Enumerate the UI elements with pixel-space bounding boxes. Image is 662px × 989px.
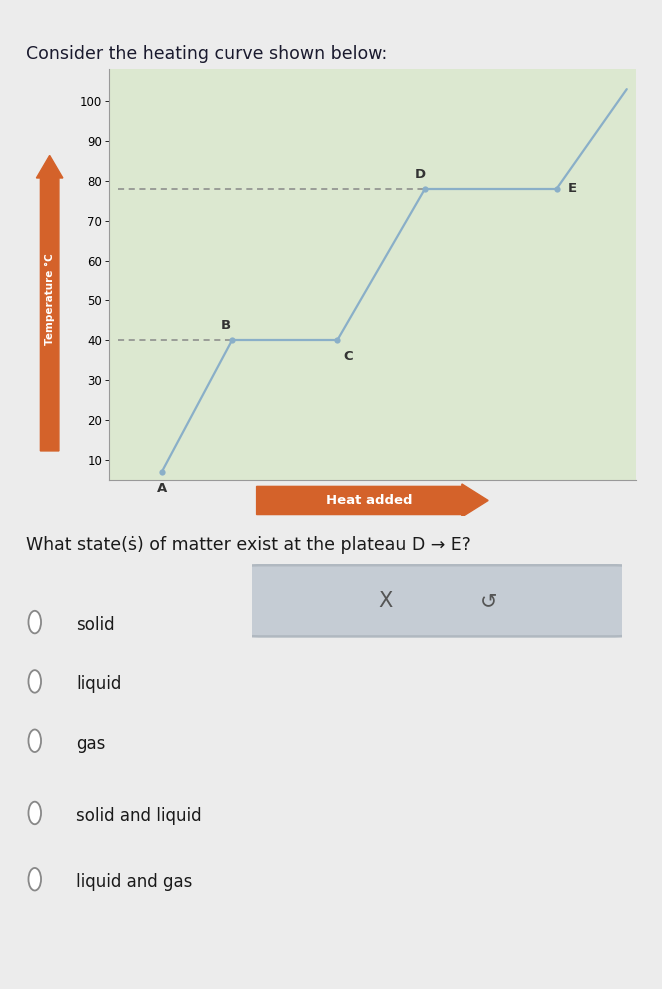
FancyArrow shape xyxy=(36,155,63,451)
Text: ↺: ↺ xyxy=(480,590,498,611)
Circle shape xyxy=(28,868,41,890)
FancyBboxPatch shape xyxy=(244,566,630,637)
Circle shape xyxy=(28,730,41,752)
Text: D: D xyxy=(415,168,426,181)
Circle shape xyxy=(28,802,41,824)
Text: E: E xyxy=(567,182,577,195)
Text: C: C xyxy=(344,350,354,363)
Text: solid and liquid: solid and liquid xyxy=(76,807,202,825)
Text: Heat added: Heat added xyxy=(326,494,413,507)
Circle shape xyxy=(28,611,41,633)
Text: solid: solid xyxy=(76,616,115,634)
Text: Consider the heating curve shown below:: Consider the heating curve shown below: xyxy=(26,45,388,62)
Text: A: A xyxy=(157,482,167,494)
Text: B: B xyxy=(220,319,230,332)
Circle shape xyxy=(28,671,41,692)
Text: liquid: liquid xyxy=(76,675,122,693)
Text: gas: gas xyxy=(76,735,105,753)
Text: Temperature °C: Temperature °C xyxy=(44,253,55,345)
FancyArrow shape xyxy=(257,484,488,517)
Text: X: X xyxy=(378,590,392,611)
Text: liquid and gas: liquid and gas xyxy=(76,873,193,891)
Text: What state(ṡ) of matter exist at the plateau D → E?: What state(ṡ) of matter exist at the pl… xyxy=(26,536,471,554)
